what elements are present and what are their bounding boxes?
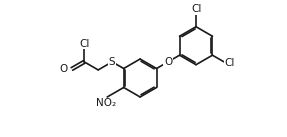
Text: O: O [164, 57, 172, 67]
Text: NO₂: NO₂ [96, 98, 117, 108]
Text: Cl: Cl [224, 58, 234, 68]
Text: Cl: Cl [80, 38, 90, 48]
Text: O: O [60, 64, 68, 74]
Text: S: S [109, 57, 115, 67]
Text: Cl: Cl [191, 4, 202, 14]
